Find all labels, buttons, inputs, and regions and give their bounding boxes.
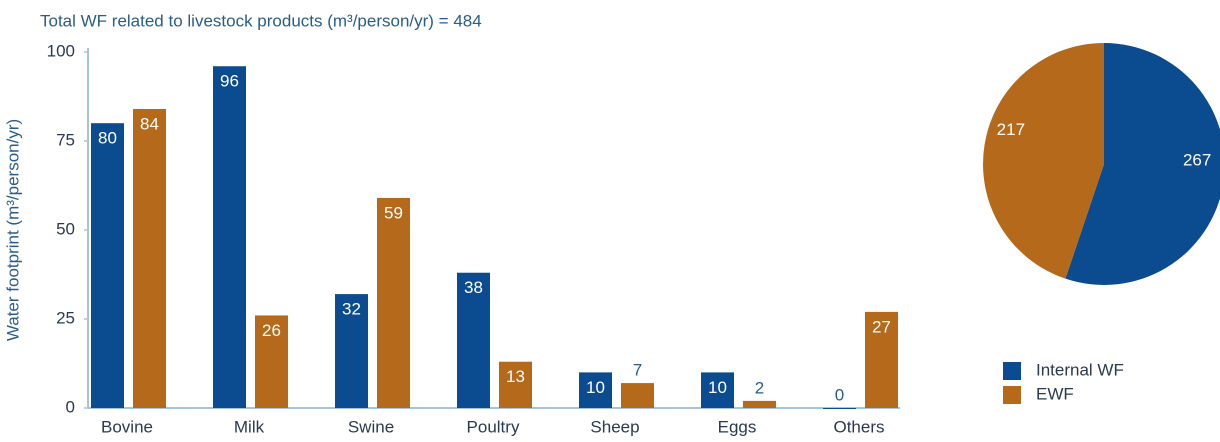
x-tick-label: Milk bbox=[234, 417, 265, 436]
legend-label: EWF bbox=[1036, 384, 1074, 403]
pie-slice bbox=[1065, 43, 1220, 285]
bar bbox=[91, 123, 124, 408]
bar bbox=[133, 108, 166, 409]
data-label: 26 bbox=[262, 321, 281, 340]
legend-swatch bbox=[1003, 362, 1021, 380]
pie-slice bbox=[983, 43, 1104, 279]
x-tick-label: Others bbox=[833, 417, 884, 436]
data-label: 217 bbox=[997, 120, 1025, 139]
data-label: 0 bbox=[835, 385, 844, 404]
data-label: 267 bbox=[1183, 151, 1211, 170]
legend-swatch bbox=[1003, 386, 1021, 404]
x-tick-label: Bovine bbox=[101, 417, 153, 436]
bar bbox=[499, 361, 532, 408]
data-label: 84 bbox=[140, 114, 159, 133]
legend-label: Internal WF bbox=[1036, 360, 1124, 379]
x-tick-label: Eggs bbox=[718, 417, 757, 436]
chart-title: Total WF related to livestock products (… bbox=[40, 11, 482, 30]
bar bbox=[213, 66, 246, 409]
y-axis-label: Water footprint (m³/person/yr) bbox=[3, 119, 22, 341]
data-label: 2 bbox=[755, 378, 764, 397]
bar bbox=[701, 372, 734, 408]
x-tick-label: Swine bbox=[348, 417, 394, 436]
x-tick-label: Sheep bbox=[590, 417, 639, 436]
bar bbox=[865, 311, 898, 408]
y-tick-label: 0 bbox=[66, 397, 75, 416]
bar bbox=[457, 272, 490, 408]
y-tick-label: 25 bbox=[56, 308, 75, 327]
bar bbox=[743, 400, 776, 408]
data-label: 59 bbox=[384, 203, 403, 222]
bar bbox=[823, 408, 856, 409]
bar bbox=[621, 383, 654, 408]
bar bbox=[579, 372, 612, 408]
data-label: 27 bbox=[872, 317, 891, 336]
x-tick-label: Poultry bbox=[467, 417, 520, 436]
data-label: 80 bbox=[98, 129, 117, 148]
y-tick-label: 50 bbox=[56, 219, 75, 238]
data-label: 10 bbox=[708, 378, 727, 397]
data-label: 96 bbox=[220, 72, 239, 91]
y-tick-label: 100 bbox=[47, 41, 75, 60]
bar bbox=[377, 197, 410, 408]
data-label: 13 bbox=[506, 367, 525, 386]
data-label: 10 bbox=[586, 378, 605, 397]
data-label: 7 bbox=[633, 361, 642, 380]
y-tick-label: 75 bbox=[56, 130, 75, 149]
bar bbox=[255, 315, 288, 408]
data-label: 38 bbox=[464, 278, 483, 297]
bar bbox=[335, 294, 368, 408]
data-label: 32 bbox=[342, 300, 361, 319]
